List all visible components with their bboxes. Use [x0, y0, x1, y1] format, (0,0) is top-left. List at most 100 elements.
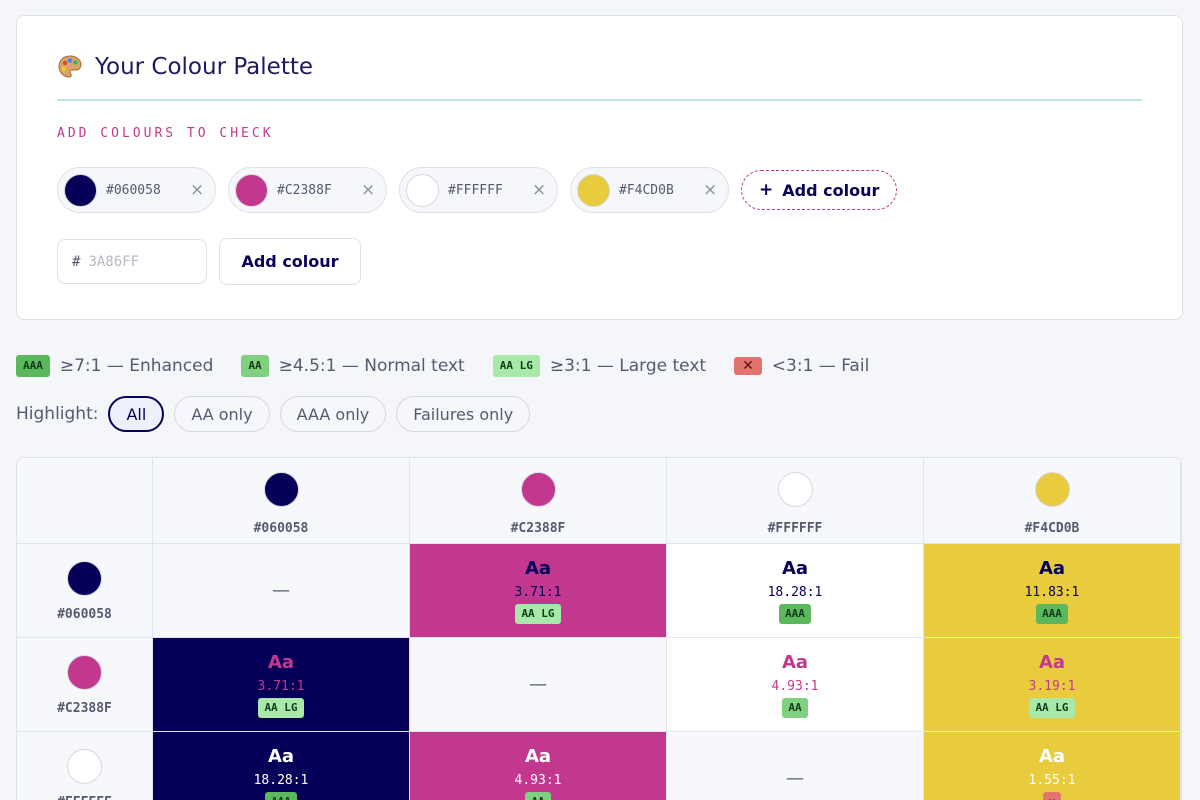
hex-input[interactable]: [88, 253, 189, 270]
remove-colour-icon[interactable]: ×: [532, 180, 547, 200]
column-swatch: [263, 472, 299, 507]
sample-text: Aa: [267, 746, 295, 767]
colour-chip: #FFFFFF ×: [399, 167, 558, 213]
rating-badge: AA LG: [1029, 698, 1075, 718]
colour-chip: #C2388F ×: [228, 167, 387, 213]
rating-badge: AAA: [779, 604, 811, 624]
colour-swatch: [577, 173, 610, 207]
colour-hex-label: #060058: [106, 182, 161, 198]
contrast-ratio: 3.71:1: [514, 585, 562, 600]
sample-text: Aa: [781, 558, 809, 579]
column-header: #F4CD0B: [924, 458, 1181, 544]
contrast-ratio: 3.71:1: [257, 679, 305, 694]
remove-colour-icon[interactable]: ×: [703, 180, 718, 200]
contrast-ratio: 4.93:1: [771, 679, 819, 694]
contrast-ratio: 1.55:1: [1028, 773, 1076, 788]
rating-badge: AAA: [265, 792, 297, 800]
row-header: #FFFFFF: [17, 732, 153, 800]
contrast-ratio: 11.83:1: [1024, 585, 1080, 600]
column-swatch: [1034, 472, 1070, 507]
colour-hex-label: #FFFFFF: [448, 182, 503, 198]
palette-header: Your Colour Palette: [57, 54, 313, 80]
filter-pill[interactable]: All: [108, 396, 165, 432]
contrast-cell: Aa 11.83:1 AAA: [924, 544, 1181, 638]
legend-badge: AA: [241, 355, 269, 377]
sample-text: Aa: [781, 652, 809, 673]
row-hex: #060058: [57, 607, 112, 622]
grid-corner: [17, 458, 153, 544]
contrast-cell: Aa 18.28:1 AAA: [153, 732, 410, 800]
rating-legend: AAA ≥7:1 — Enhanced AA ≥4.5:1 — Normal text…: [16, 355, 897, 377]
row-hex: #FFFFFF: [57, 795, 112, 800]
column-hex: #C2388F: [510, 521, 566, 536]
contrast-grid: #060058 #C2388F #FFFFFF #F4CD0B #060058 — Aa 3.…: [16, 457, 1182, 800]
remove-colour-icon[interactable]: ×: [361, 180, 376, 200]
legend-item: ✕ <3:1 — Fail: [734, 356, 869, 376]
add-colour-chip-button[interactable]: + Add colour: [741, 170, 898, 210]
filter-pill[interactable]: Failures only: [396, 396, 531, 432]
contrast-cell: Aa 3.71:1 AA LG: [153, 638, 410, 732]
sample-text: Aa: [524, 746, 552, 767]
hex-input-wrapper: #: [57, 239, 207, 284]
page-title: Your Colour Palette: [95, 54, 314, 80]
contrast-ratio: 18.28:1: [253, 773, 309, 788]
column-hex: #F4CD0B: [1024, 521, 1080, 536]
column-header: #FFFFFF: [667, 458, 924, 544]
filter-pill[interactable]: AAA only: [279, 396, 387, 432]
sample-text: Aa: [524, 558, 552, 579]
colour-swatch: [406, 173, 439, 207]
legend-item: AA ≥4.5:1 — Normal text: [241, 355, 465, 377]
remove-colour-icon[interactable]: ×: [190, 180, 205, 200]
rating-badge: AA: [782, 698, 808, 718]
palette-card: Your Colour Palette ADD COLOURS TO CHECK…: [16, 15, 1183, 320]
rating-badge: ✕: [1042, 792, 1062, 800]
legend-badge: AAA: [16, 355, 50, 377]
legend-text: ≥7:1 — Enhanced: [59, 356, 214, 376]
sample-text: Aa: [1038, 746, 1066, 767]
rating-badge: AA LG: [258, 698, 304, 718]
legend-item: AAA ≥7:1 — Enhanced: [16, 355, 213, 377]
row-swatch: [67, 655, 102, 690]
highlight-filter: Highlight: All AA only AAA only Failures on…: [16, 396, 540, 432]
contrast-cell: Aa 3.71:1 AA LG: [410, 544, 667, 638]
legend-badge: ✕: [734, 357, 762, 375]
colour-hex-label: #F4CD0B: [619, 182, 674, 198]
filter-label: Highlight:: [16, 404, 99, 424]
colour-hex-label: #C2388F: [277, 182, 332, 198]
colour-chip: #F4CD0B ×: [570, 167, 729, 213]
contrast-ratio: 4.93:1: [514, 773, 562, 788]
legend-item: AA LG ≥3:1 — Large text: [492, 355, 707, 377]
column-swatch: [520, 472, 556, 507]
legend-text: ≥3:1 — Large text: [549, 356, 707, 376]
row-swatch: [67, 749, 102, 784]
rating-badge: AA: [525, 792, 551, 800]
sample-text: Aa: [1038, 652, 1066, 673]
diagonal-cell: —: [153, 544, 410, 638]
row-header: #C2388F: [17, 638, 153, 732]
contrast-ratio: 3.19:1: [1028, 679, 1076, 694]
legend-text: ≥4.5:1 — Normal text: [278, 356, 465, 376]
contrast-ratio: 18.28:1: [767, 585, 823, 600]
colour-chip-list: #060058 × #C2388F × #FFFFFF × #F4CD0B × + Add col…: [57, 167, 898, 213]
colour-swatch: [64, 173, 97, 207]
sample-text: Aa: [267, 652, 295, 673]
contrast-cell: Aa 3.19:1 AA LG: [924, 638, 1181, 732]
column-header: #060058: [153, 458, 410, 544]
row-header: #060058: [17, 544, 153, 638]
diagonal-cell: —: [667, 732, 924, 800]
title-divider: [57, 99, 1142, 101]
filter-pill[interactable]: AA only: [174, 396, 270, 432]
column-swatch: [777, 472, 813, 507]
column-header: #C2388F: [410, 458, 667, 544]
contrast-cell: Aa 4.93:1 AA: [667, 638, 924, 732]
rating-badge: AAA: [1036, 604, 1068, 624]
column-hex: #FFFFFF: [767, 521, 823, 536]
legend-badge: AA LG: [492, 355, 540, 377]
contrast-cell: Aa 4.93:1 AA: [410, 732, 667, 800]
add-colour-button[interactable]: Add colour: [219, 238, 361, 285]
rating-badge: AA LG: [515, 604, 561, 624]
row-swatch: [67, 561, 102, 596]
column-hex: #060058: [253, 521, 309, 536]
row-hex: #C2388F: [57, 701, 112, 716]
sample-text: Aa: [1038, 558, 1066, 579]
